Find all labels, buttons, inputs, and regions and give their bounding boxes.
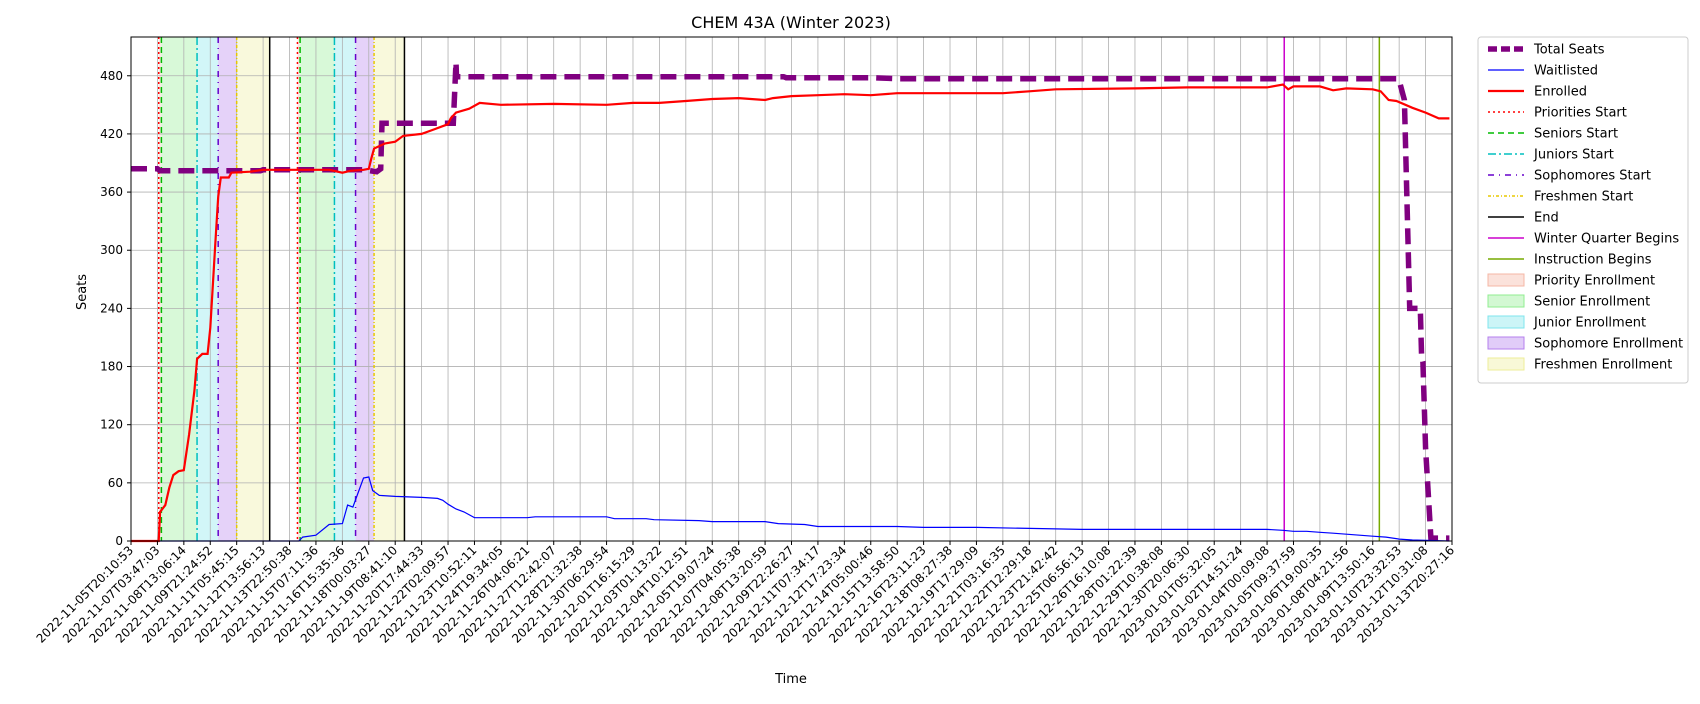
y-tick-label: 60 (108, 476, 123, 490)
axes-layer: 0601201802403003604204802022-11-05T20:10… (34, 36, 1457, 646)
enrollment-span-3-1 (355, 37, 375, 541)
y-tick-label: 0 (115, 534, 123, 548)
series-line-1 (131, 476, 1450, 542)
enrollment-span-1-0 (161, 37, 198, 541)
y-tick-label: 420 (100, 127, 123, 141)
legend-label: Junior Enrollment (1533, 316, 1646, 331)
legend-label: Juniors Start (1533, 148, 1614, 163)
legend-swatch (1487, 357, 1525, 371)
y-tick-label: 120 (100, 418, 123, 432)
y-tick-label: 240 (100, 301, 123, 315)
legend-label: Priorities Start (1534, 106, 1627, 121)
legend-label: Seniors Start (1534, 127, 1618, 142)
enrollment-span-2-0 (197, 37, 219, 541)
legend-label: Total Seats (1533, 43, 1605, 58)
legend-label: Sophomore Enrollment (1534, 337, 1683, 352)
legend-label: Freshmen Enrollment (1534, 358, 1672, 373)
vertical-markers-layer (157, 37, 1381, 541)
legend-label: Senior Enrollment (1534, 295, 1650, 310)
enrollment-span-0-0 (158, 37, 162, 541)
legend-label: Sophomores Start (1534, 169, 1651, 184)
legend-label: End (1534, 211, 1559, 226)
legend-swatch (1487, 294, 1525, 308)
enrollment-span-4-0 (236, 37, 270, 541)
enrollment-span-3-0 (218, 37, 237, 541)
chart-title: CHEM 43A (Winter 2023) (691, 13, 891, 32)
enrollment-span-0-1 (297, 37, 301, 541)
legend-label: Freshmen Start (1534, 190, 1633, 205)
y-tick-label: 480 (100, 69, 123, 83)
series-line-2 (131, 83, 1450, 543)
x-axis-label: Time (774, 672, 807, 687)
legend-label: Winter Quarter Begins (1534, 232, 1679, 247)
legend-label: Waitlisted (1534, 64, 1598, 79)
legend-label: Priority Enrollment (1534, 274, 1655, 289)
legend-swatch (1487, 273, 1525, 287)
enrollment-span-1-1 (300, 37, 335, 541)
enrollment-span-2-1 (334, 37, 356, 541)
enrollment-span-4-1 (374, 37, 405, 541)
y-axis-label: Seats (75, 274, 90, 310)
y-tick-label: 360 (100, 185, 123, 199)
y-tick-label: 180 (100, 360, 123, 374)
enrollment-shading-layer (158, 37, 405, 541)
legend-label: Enrolled (1534, 85, 1587, 100)
legend-swatch (1487, 336, 1525, 350)
legend-frame (1477, 36, 1689, 384)
legend-swatch (1487, 315, 1525, 329)
y-tick-label: 300 (100, 243, 123, 257)
legend: Total Seats Waitlisted Enrolled Priorities … (1477, 36, 1689, 384)
series-layer (131, 62, 1450, 543)
legend-label: Instruction Begins (1534, 253, 1652, 268)
